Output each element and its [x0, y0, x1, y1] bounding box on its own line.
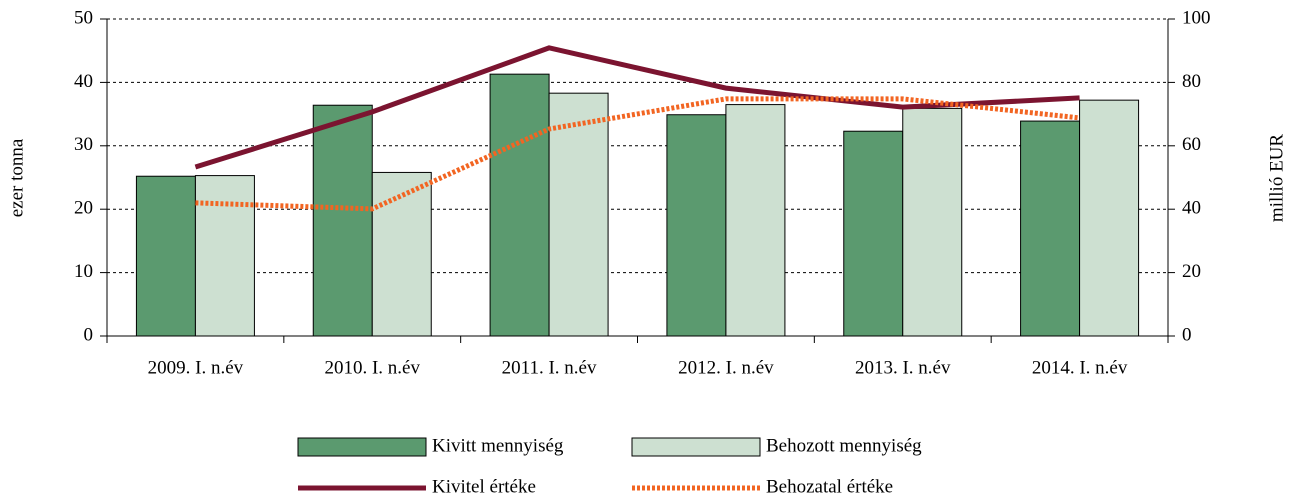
x-tick-label: 2010. I. n.év — [324, 357, 420, 378]
x-tick-label: 2013. I. n.év — [855, 357, 951, 378]
bar — [312, 104, 373, 337]
bar — [902, 107, 963, 337]
y2-axis-label: millió EUR — [1266, 134, 1287, 222]
bar — [194, 175, 255, 337]
y-tick-label: 20 — [74, 198, 93, 219]
bar — [725, 104, 786, 337]
bar — [666, 114, 727, 337]
bar — [1079, 99, 1140, 337]
y-tick-label: 50 — [74, 7, 93, 28]
x-tick-label: 2009. I. n.év — [148, 357, 244, 378]
y2-tick-label: 60 — [1182, 134, 1201, 155]
x-tick-label: 2011. I. n.év — [502, 357, 597, 378]
legend-swatch — [631, 437, 761, 457]
legend-label: Kivitt mennyiség — [432, 435, 564, 456]
y-tick-label: 0 — [84, 324, 94, 345]
y2-tick-label: 20 — [1182, 261, 1201, 282]
line-series — [194, 45, 1080, 170]
y2-tick-label: 40 — [1182, 198, 1201, 219]
y-tick-label: 40 — [74, 71, 93, 92]
bar — [371, 171, 432, 337]
bar — [135, 175, 196, 337]
bar — [843, 130, 904, 337]
x-tick-label: 2014. I. n.év — [1032, 357, 1128, 378]
legend-label: Behozatal értéke — [766, 476, 893, 497]
bar — [1020, 120, 1081, 337]
y-tick-label: 30 — [74, 134, 93, 155]
legend-label: Behozott mennyiség — [766, 435, 922, 456]
legend-swatch — [297, 437, 427, 457]
y2-tick-label: 0 — [1182, 324, 1192, 345]
legend-label: Kivitel értéke — [432, 476, 536, 497]
y-axis-label: ezer tonna — [6, 138, 27, 217]
line-series — [195, 96, 1080, 212]
bar — [489, 73, 550, 337]
x-tick-label: 2012. I. n.év — [678, 357, 774, 378]
y2-tick-label: 100 — [1182, 7, 1211, 28]
y2-tick-label: 80 — [1182, 71, 1201, 92]
bar — [548, 92, 609, 337]
y-tick-label: 10 — [74, 261, 93, 282]
